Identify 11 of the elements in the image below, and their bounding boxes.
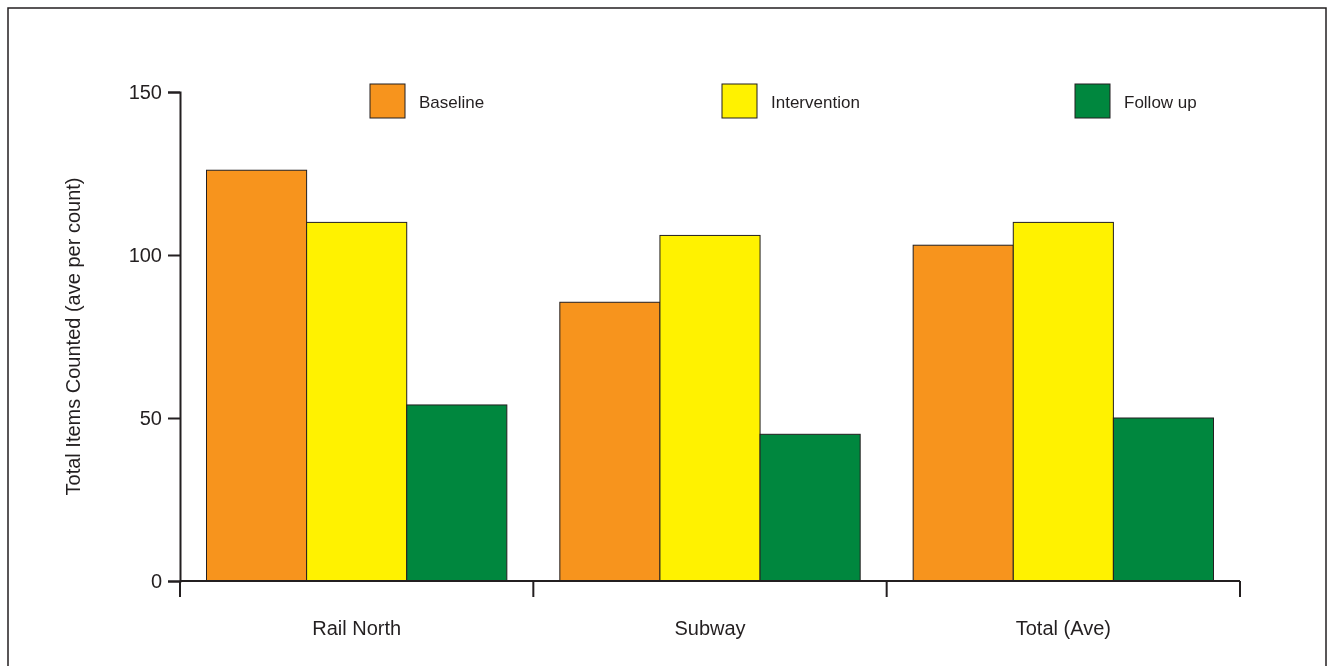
- x-tick-label: Total (Ave): [1015, 617, 1111, 639]
- legend-label: Baseline: [419, 93, 485, 112]
- y-tick-label: 150: [128, 80, 162, 103]
- x-tick-label: Rail North: [312, 617, 402, 639]
- y-axis-title: Total Items Counted (ave per count): [62, 177, 84, 496]
- y-tick-label: 50: [139, 406, 162, 429]
- legend-label: Follow up: [1124, 93, 1197, 112]
- x-tick-label: Subway: [674, 617, 746, 639]
- y-tick-label: 0: [150, 569, 162, 592]
- legend-label: Intervention: [771, 93, 860, 112]
- y-tick-label: 100: [128, 243, 162, 266]
